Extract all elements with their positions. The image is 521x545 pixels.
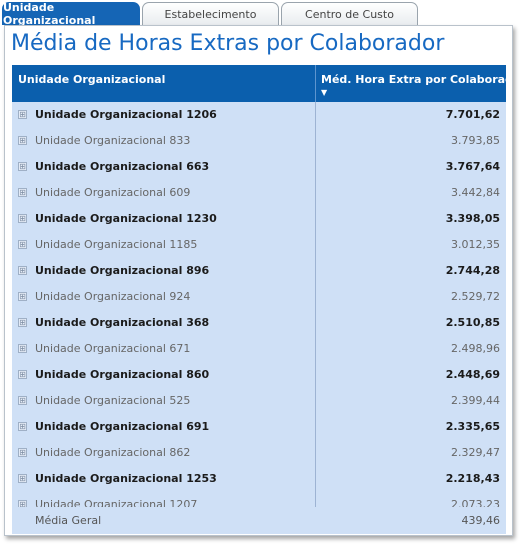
table-row[interactable]: ⊞ Unidade Organizacional 833 3.793,85 <box>12 128 506 154</box>
row-value: 3.793,85 <box>451 134 500 147</box>
expand-icon[interactable]: ⊞ <box>18 318 27 327</box>
row-label: Unidade Organizacional 862 <box>35 446 191 459</box>
column-header-unidade[interactable]: Unidade Organizacional <box>18 73 166 86</box>
tab-estabelecimento[interactable]: Estabelecimento <box>142 2 279 25</box>
column-divider <box>315 102 316 534</box>
expand-icon[interactable]: ⊞ <box>18 214 27 223</box>
table-row[interactable]: ⊞ Unidade Organizacional 896 2.744,28 <box>12 258 506 284</box>
row-value: 2.529,72 <box>451 290 500 303</box>
row-label: Unidade Organizacional 671 <box>35 342 191 355</box>
row-value: 2.510,85 <box>445 316 500 329</box>
footer-value: 439,46 <box>461 514 501 527</box>
row-value: 7.701,62 <box>445 108 500 121</box>
data-grid: Unidade Organizacional Méd. Hora Extra p… <box>12 65 506 534</box>
tab-centro-de-custo[interactable]: Centro de Custo <box>281 2 418 25</box>
row-label: Unidade Organizacional 1230 <box>35 212 217 225</box>
sort-desc-icon[interactable]: ▼ <box>321 88 328 97</box>
row-label: Unidade Organizacional 609 <box>35 186 191 199</box>
row-label: Unidade Organizacional 525 <box>35 394 191 407</box>
row-label: Unidade Organizacional 1185 <box>35 238 198 251</box>
table-row[interactable]: ⊞ Unidade Organizacional 663 3.767,64 <box>12 154 506 180</box>
table-row[interactable]: ⊞ Unidade Organizacional 368 2.510,85 <box>12 310 506 336</box>
grid-rows[interactable]: ⊞ Unidade Organizacional 1206 7.701,62 ⊞ Uni… <box>12 102 506 507</box>
row-value: 2.399,44 <box>451 394 500 407</box>
row-value: 3.012,35 <box>451 238 500 251</box>
row-value: 2.498,96 <box>451 342 500 355</box>
expand-icon[interactable]: ⊞ <box>18 396 27 405</box>
row-label: Unidade Organizacional 663 <box>35 160 210 173</box>
expand-icon[interactable]: ⊞ <box>18 188 27 197</box>
row-value: 2.744,28 <box>445 264 500 277</box>
row-value: 3.398,05 <box>445 212 500 225</box>
row-label: Unidade Organizacional 833 <box>35 134 191 147</box>
expand-icon[interactable]: ⊞ <box>18 448 27 457</box>
table-row[interactable]: ⊞ Unidade Organizacional 691 2.335,65 <box>12 414 506 440</box>
expand-icon[interactable]: ⊞ <box>18 110 27 119</box>
row-value: 2.335,65 <box>445 420 500 433</box>
row-value: 2.218,43 <box>445 472 500 485</box>
table-row[interactable]: ⊞ Unidade Organizacional 1206 7.701,62 <box>12 102 506 128</box>
expand-icon[interactable]: ⊞ <box>18 422 27 431</box>
table-row[interactable]: ⊞ Unidade Organizacional 525 2.399,44 <box>12 388 506 414</box>
table-row[interactable]: ⊞ Unidade Organizacional 862 2.329,47 <box>12 440 506 466</box>
expand-icon[interactable]: ⊞ <box>18 370 27 379</box>
expand-icon[interactable]: ⊞ <box>18 344 27 353</box>
tab-bar: Unidade Organizacional Estabelecimento C… <box>2 1 521 27</box>
table-row[interactable]: ⊞ Unidade Organizacional 1207 2.073,23 <box>12 492 506 507</box>
row-label: Unidade Organizacional 1207 <box>35 498 198 507</box>
row-label: Unidade Organizacional 924 <box>35 290 191 303</box>
grid-footer: Média Geral 439,46 <box>12 507 506 534</box>
tab-unidade-organizacional[interactable]: Unidade Organizacional <box>2 1 140 27</box>
page-title: Média de Horas Extras por Colaborador <box>11 31 445 56</box>
expand-icon[interactable]: ⊞ <box>18 500 27 507</box>
expand-icon[interactable]: ⊞ <box>18 136 27 145</box>
expand-icon[interactable]: ⊞ <box>18 266 27 275</box>
row-value: 3.767,64 <box>445 160 500 173</box>
footer-label: Média Geral <box>35 514 102 527</box>
report-panel: Média de Horas Extras por Colaborador Un… <box>4 25 513 536</box>
table-row[interactable]: ⊞ Unidade Organizacional 1253 2.218,43 <box>12 466 506 492</box>
row-value: 2.329,47 <box>451 446 500 459</box>
table-row[interactable]: ⊞ Unidade Organizacional 860 2.448,69 <box>12 362 506 388</box>
row-label: Unidade Organizacional 860 <box>35 368 210 381</box>
row-label: Unidade Organizacional 1253 <box>35 472 217 485</box>
row-label: Unidade Organizacional 896 <box>35 264 210 277</box>
column-header-media-hora-extra[interactable]: Méd. Hora Extra por Colaborador <box>321 73 506 86</box>
grid-header: Unidade Organizacional Méd. Hora Extra p… <box>12 65 506 102</box>
expand-icon[interactable]: ⊞ <box>18 474 27 483</box>
table-row[interactable]: ⊞ Unidade Organizacional 1230 3.398,05 <box>12 206 506 232</box>
header-divider <box>315 65 316 102</box>
expand-icon[interactable]: ⊞ <box>18 162 27 171</box>
table-row[interactable]: ⊞ Unidade Organizacional 609 3.442,84 <box>12 180 506 206</box>
row-label: Unidade Organizacional 368 <box>35 316 210 329</box>
table-row[interactable]: ⊞ Unidade Organizacional 924 2.529,72 <box>12 284 506 310</box>
row-value: 3.442,84 <box>451 186 500 199</box>
expand-icon[interactable]: ⊞ <box>18 240 27 249</box>
table-row[interactable]: ⊞ Unidade Organizacional 671 2.498,96 <box>12 336 506 362</box>
expand-icon[interactable]: ⊞ <box>18 292 27 301</box>
table-row[interactable]: ⊞ Unidade Organizacional 1185 3.012,35 <box>12 232 506 258</box>
row-value: 2.073,23 <box>451 498 500 507</box>
row-value: 2.448,69 <box>445 368 500 381</box>
row-label: Unidade Organizacional 1206 <box>35 108 217 121</box>
row-label: Unidade Organizacional 691 <box>35 420 210 433</box>
